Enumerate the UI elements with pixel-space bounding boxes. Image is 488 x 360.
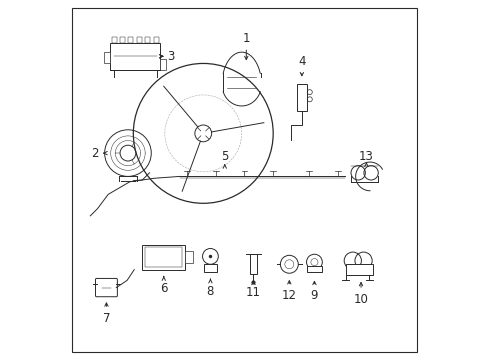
Bar [160,59,166,70]
Text: 5: 5 [221,150,228,163]
Text: 7: 7 [102,311,110,325]
Text: 8: 8 [206,285,214,298]
FancyBboxPatch shape [95,278,117,297]
Bar [104,52,110,63]
Bar [296,84,306,111]
Bar [128,37,133,43]
Text: 6: 6 [160,282,167,295]
Bar [145,247,182,267]
Text: 3: 3 [167,50,174,63]
Bar [306,266,322,273]
Bar [110,43,160,70]
Bar [249,255,257,274]
Bar [111,37,117,43]
Bar [137,37,142,43]
Text: 10: 10 [353,293,368,306]
Bar [185,251,193,264]
Bar [153,37,158,43]
Bar [142,244,185,270]
Text: 12: 12 [281,289,296,302]
Text: 1: 1 [242,32,249,45]
Bar [345,264,372,275]
Text: 13: 13 [358,150,373,163]
Text: 4: 4 [298,55,305,68]
Bar [120,37,125,43]
Text: 2: 2 [91,147,99,159]
Text: 11: 11 [245,287,261,300]
Bar [145,37,150,43]
Text: 9: 9 [310,289,318,302]
Bar [203,264,216,272]
